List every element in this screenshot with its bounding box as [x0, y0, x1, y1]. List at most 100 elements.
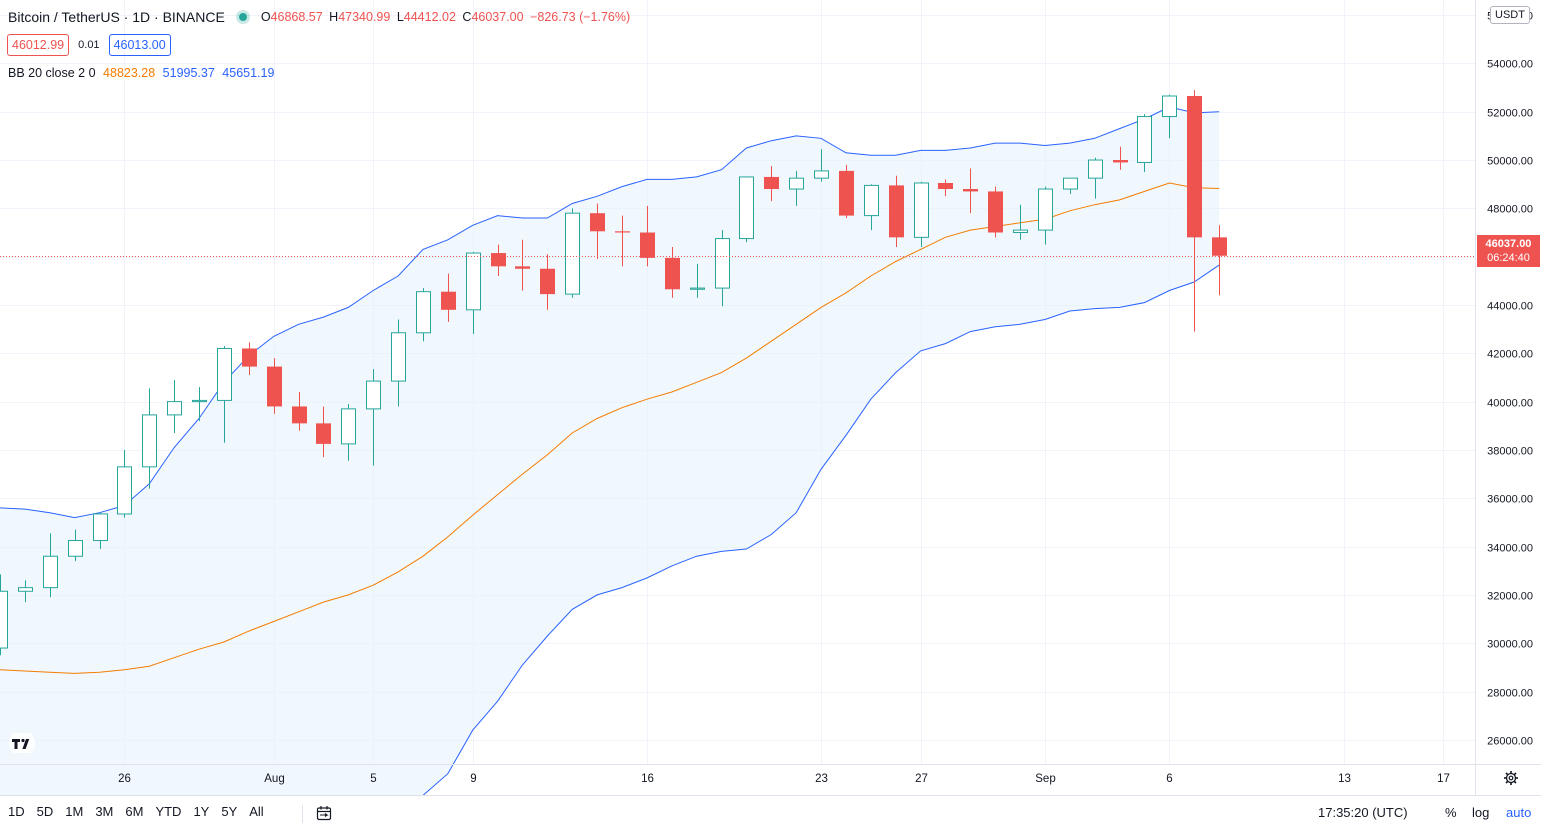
auto-scale-toggle[interactable]: auto — [1506, 805, 1532, 820]
candle — [1088, 157, 1103, 199]
candle — [466, 251, 481, 334]
candle-body — [615, 231, 630, 233]
y-tick-label: 38000.00 — [1487, 446, 1533, 458]
candle-body — [192, 399, 207, 403]
candle-body — [1187, 96, 1202, 238]
candle-body — [1088, 159, 1103, 179]
candle — [839, 164, 854, 219]
bollinger-upper-line — [0, 106, 1220, 519]
range-button-3m[interactable]: 3M — [95, 804, 114, 819]
candle-body — [416, 291, 431, 334]
candle — [590, 203, 605, 260]
candle-body — [217, 347, 232, 401]
candle-body — [391, 332, 406, 382]
candle — [814, 149, 829, 182]
candle-body — [640, 232, 655, 258]
bar-countdown: 06:24:40 — [1487, 252, 1530, 264]
bollinger-lower-line — [422, 264, 1220, 795]
x-tick-label: 23 — [815, 773, 828, 785]
candle-body — [68, 540, 83, 557]
chart-area[interactable]: 26000.00 28000.00 30000.00 32000.00 34000.00… — [0, 0, 1541, 795]
range-button-1m[interactable]: 1M — [65, 804, 84, 819]
candle — [292, 391, 307, 431]
range-button-1y[interactable]: 1Y — [193, 804, 210, 819]
candle — [1137, 114, 1152, 173]
range-button-5y[interactable]: 5Y — [221, 804, 238, 819]
candle-body — [167, 401, 182, 416]
x-tick-label: 9 — [470, 773, 476, 785]
candle-body — [441, 291, 456, 310]
candle-body — [839, 170, 854, 216]
candle — [316, 406, 331, 458]
candle-body — [988, 191, 1003, 233]
indicator-legend[interactable]: BB 20 close 2 0 48823.28 51995.37 45651.… — [8, 66, 274, 80]
candle — [441, 273, 456, 322]
range-button-1d[interactable]: 1D — [8, 804, 25, 819]
candle — [988, 186, 1003, 238]
high-value: 47340.99 — [338, 10, 391, 24]
bollinger-band-fill — [0, 106, 1220, 795]
toolbar-divider — [302, 805, 303, 823]
currency-label[interactable]: USDT — [1490, 6, 1530, 24]
percent-scale-toggle[interactable]: % — [1445, 805, 1457, 820]
candle-body — [267, 366, 282, 407]
y-tick-label: 40000.00 — [1487, 398, 1533, 410]
x-tick-label: 13 — [1338, 773, 1351, 785]
range-button-ytd[interactable]: YTD — [155, 804, 182, 819]
candle-body — [715, 238, 730, 289]
y-tick-label: 48000.00 — [1487, 204, 1533, 216]
candle — [1063, 177, 1078, 194]
candle — [1162, 94, 1177, 139]
candle-body — [690, 287, 705, 290]
low-value: 44412.02 — [403, 10, 456, 24]
go-to-date-calendar-icon[interactable] — [316, 805, 332, 821]
range-button-5d[interactable]: 5D — [36, 804, 54, 819]
tradingview-logo-icon[interactable] — [8, 733, 36, 753]
low-label: L — [396, 10, 404, 24]
candle-body — [590, 213, 605, 232]
candle — [1113, 146, 1128, 170]
settings-gear-icon[interactable] — [1503, 770, 1519, 786]
date-range-buttons: 1D 5D 1M 3M 6M YTD 1Y 5Y All — [8, 804, 276, 819]
candle — [217, 346, 232, 443]
candle — [267, 358, 282, 414]
y-tick-label: 44000.00 — [1487, 301, 1533, 313]
x-tick-label: 16 — [641, 773, 654, 785]
candle-body — [142, 414, 157, 468]
candle-body — [1013, 229, 1028, 234]
spread-value: 0.01 — [78, 39, 100, 51]
candle — [864, 184, 879, 231]
price-axis[interactable]: 26000.00 28000.00 30000.00 32000.00 34000.00… — [1487, 11, 1533, 748]
candle — [764, 166, 779, 202]
candle — [540, 254, 555, 310]
candle — [18, 580, 33, 603]
market-status-icon — [238, 13, 247, 21]
candle-body — [789, 177, 804, 190]
y-tick-label: 30000.00 — [1487, 639, 1533, 651]
buy-price-button[interactable]: 46013.00 — [108, 34, 171, 56]
candle-body — [491, 253, 506, 267]
utc-clock[interactable]: 17:35:20 (UTC) — [1318, 805, 1408, 820]
candle — [366, 369, 381, 466]
candle — [1013, 204, 1028, 240]
log-scale-toggle[interactable]: log — [1472, 805, 1490, 820]
x-tick-label: Sep — [1035, 773, 1055, 785]
candle-body — [1063, 177, 1078, 190]
indicator-name: BB 20 close 2 0 — [8, 66, 96, 80]
range-button-all[interactable]: All — [249, 804, 264, 819]
candle-body — [341, 408, 356, 445]
candle — [914, 181, 929, 248]
candle — [938, 179, 953, 197]
candle-body — [117, 466, 132, 515]
range-button-6m[interactable]: 6M — [125, 804, 144, 819]
x-tick-label: Aug — [264, 773, 284, 785]
time-axis[interactable]: 26 Aug 5 9 16 23 27 Sep 6 13 17 — [118, 773, 1450, 785]
indicator-upper-value: 51995.37 — [162, 66, 215, 80]
symbol-title[interactable]: Bitcoin / TetherUS · 1D · BINANCE — [8, 9, 225, 25]
candle — [789, 170, 804, 206]
sell-price-button[interactable]: 46012.99 — [7, 34, 70, 56]
candle-body — [963, 189, 978, 192]
candle — [491, 244, 506, 276]
candle-body — [665, 257, 680, 290]
candle — [665, 247, 680, 298]
